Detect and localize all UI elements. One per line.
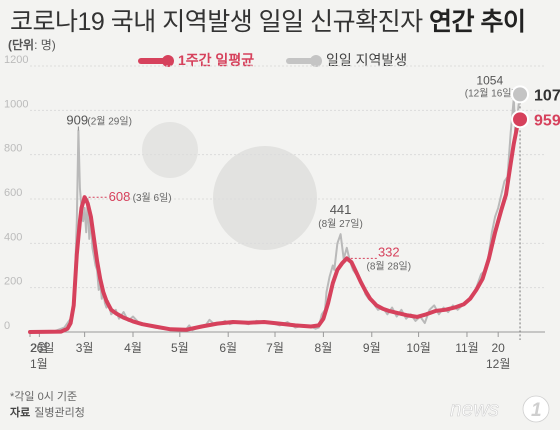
- x-sub-label: 1월: [30, 357, 48, 371]
- footnote: *각일 0시 기준: [10, 391, 78, 403]
- x-tick-label: 2월: [31, 341, 49, 355]
- virus-small-icon: [142, 122, 198, 178]
- logo-badge: [522, 395, 550, 423]
- annotation-value: 1054: [476, 73, 503, 87]
- source-label: 자료: [10, 407, 31, 419]
- x-sub-label: 12월: [486, 357, 510, 371]
- title-bold: 연간 추이: [429, 8, 526, 36]
- series-layer: [28, 94, 522, 334]
- endpoint-dot-avg: [511, 110, 530, 129]
- annotation-value: 909: [66, 113, 88, 128]
- annotation-date: (2월 29일): [87, 116, 132, 128]
- unit-label-rest: : 명): [34, 38, 56, 52]
- virus-decoration: [142, 122, 317, 250]
- x-tick-label: 7월: [266, 341, 284, 355]
- gridlines: [30, 65, 545, 333]
- annotation-value: 441: [330, 202, 352, 217]
- y-tick-label: 0: [4, 320, 10, 332]
- legend-avg-label: 1주간 일평균: [178, 52, 255, 68]
- source-line: 자료 질병관리청: [10, 404, 85, 420]
- x-tick-label: 5월: [171, 341, 189, 355]
- y-tick-label: 800: [4, 143, 22, 155]
- annotation-date: (8월 28일): [367, 260, 412, 272]
- annotations: 909 (2월 29일) 608 (3월 6일) 441(8월 27일) 332(8월 2…: [66, 73, 560, 272]
- x-tick-label: 9월: [363, 341, 381, 355]
- y-tick-label: 1000: [4, 98, 28, 110]
- unit-label-bold: (단위: [8, 38, 35, 52]
- x-tick-label: 6월: [219, 341, 237, 355]
- chart-title: 코로나19 국내 지역발생 일일 신규확진자 연간 추이: [10, 2, 526, 38]
- annotation-value: 332: [378, 244, 400, 259]
- virus-large-icon: [213, 146, 317, 250]
- logo-badge-text: 1: [531, 400, 542, 421]
- legend-daily-label: 일일 지역발생: [326, 52, 408, 68]
- legend-daily-swatch: [286, 58, 316, 64]
- y-tick-label: 1200: [4, 54, 28, 66]
- y-tick-label: 600: [4, 187, 22, 199]
- annotation-date: (8월 27일): [318, 218, 363, 230]
- x-tick-label: 26일: [30, 341, 54, 355]
- legend-daily-dot: [310, 55, 322, 67]
- title-regular: 코로나19 국내 지역발생 일일 신규확진자: [10, 8, 423, 36]
- y-tick-label: 400: [4, 231, 22, 243]
- legend: 1주간 일평균 일일 지역발생: [0, 50, 560, 68]
- x-tick-label: 8월: [315, 341, 333, 355]
- y-axis: 0 200 400 600 800 1000 1200: [4, 54, 28, 332]
- news1-logo: news 1: [450, 395, 550, 423]
- series-line-avg: [28, 117, 522, 334]
- endpoint-dot-daily: [511, 85, 530, 104]
- logo-text: news: [450, 398, 500, 421]
- y-tick-label: 200: [4, 276, 22, 288]
- legend-avg-swatch: [138, 58, 168, 64]
- x-tick-label: 20: [492, 341, 506, 355]
- x-tick-label: 4월: [124, 341, 142, 355]
- annotation-date: (12월 16일): [465, 87, 515, 99]
- annotation-value: 608: [109, 189, 131, 204]
- annotation-date: (3월 6일): [133, 192, 172, 204]
- unit-label: (단위: 명): [8, 36, 56, 53]
- source-value: 질병관리청: [34, 407, 85, 419]
- x-tick-label: 10월: [406, 341, 430, 355]
- annotation-value: 959.3: [534, 112, 560, 129]
- x-tick-label: 11월: [455, 341, 479, 355]
- x-tick-label: 3월: [76, 341, 94, 355]
- legend-avg-dot: [162, 55, 174, 67]
- annotation-value: 1072: [534, 87, 560, 104]
